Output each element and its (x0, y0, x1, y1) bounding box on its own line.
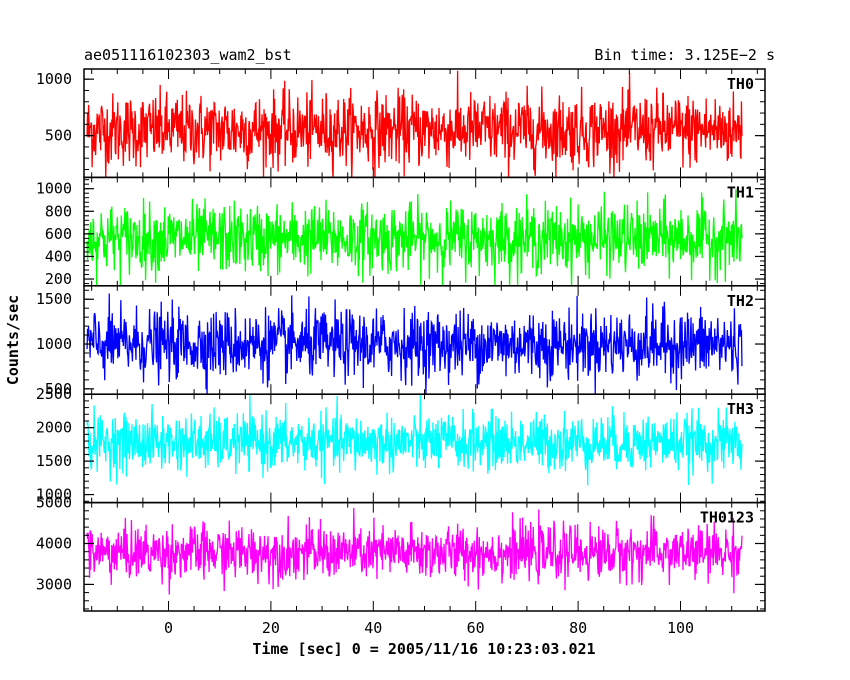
series-trace-th1 (86, 189, 743, 286)
series-trace-th3 (86, 394, 743, 486)
header-left-label: ae051116102303_wam2_bst (84, 46, 292, 64)
panel-label-th0123: TH0123 (700, 509, 754, 527)
x-tick-label: 40 (364, 619, 382, 637)
series-trace-th0123 (86, 507, 743, 595)
y-tick-label: 1000 (36, 486, 72, 504)
panel-label-th0: TH0 (727, 75, 754, 93)
x-tick-label: 100 (667, 619, 694, 637)
x-axis-title: Time [sec] 0 = 2005/11/16 10:23:03.021 (252, 640, 595, 658)
y-tick-label: 1500 (36, 452, 72, 470)
y-tick-label: 1000 (36, 70, 72, 88)
y-tick-label: 4000 (36, 535, 72, 553)
y-tick-label: 1000 (36, 180, 72, 198)
y-tick-label: 5000 (36, 494, 72, 512)
y-tick-label: 3000 (36, 575, 72, 593)
y-tick-label: 200 (45, 270, 72, 288)
panel-label-th2: TH2 (727, 292, 754, 310)
x-tick-label: 60 (467, 619, 485, 637)
y-tick-label: 600 (45, 225, 72, 243)
y-tick-label: 2000 (36, 419, 72, 437)
y-tick-label: 800 (45, 202, 72, 220)
series-trace-th2 (86, 293, 743, 395)
y-tick-label: 1000 (36, 335, 72, 353)
panel-label-th3: TH3 (727, 400, 754, 418)
x-tick-label: 0 (164, 619, 173, 637)
y-tick-label: 2500 (36, 385, 72, 403)
y-tick-label: 1500 (36, 290, 72, 308)
x-tick-label: 80 (569, 619, 587, 637)
series-trace-th0 (86, 70, 743, 178)
header-right-label: Bin time: 3.125E−2 s (594, 46, 775, 64)
y-tick-label: 500 (45, 127, 72, 145)
y-tick-label: 400 (45, 247, 72, 265)
x-tick-label: 20 (262, 619, 280, 637)
y-tick-label: 500 (45, 380, 72, 398)
y-axis-title: Counts/sec (4, 295, 22, 385)
panel-label-th1: TH1 (727, 183, 754, 201)
